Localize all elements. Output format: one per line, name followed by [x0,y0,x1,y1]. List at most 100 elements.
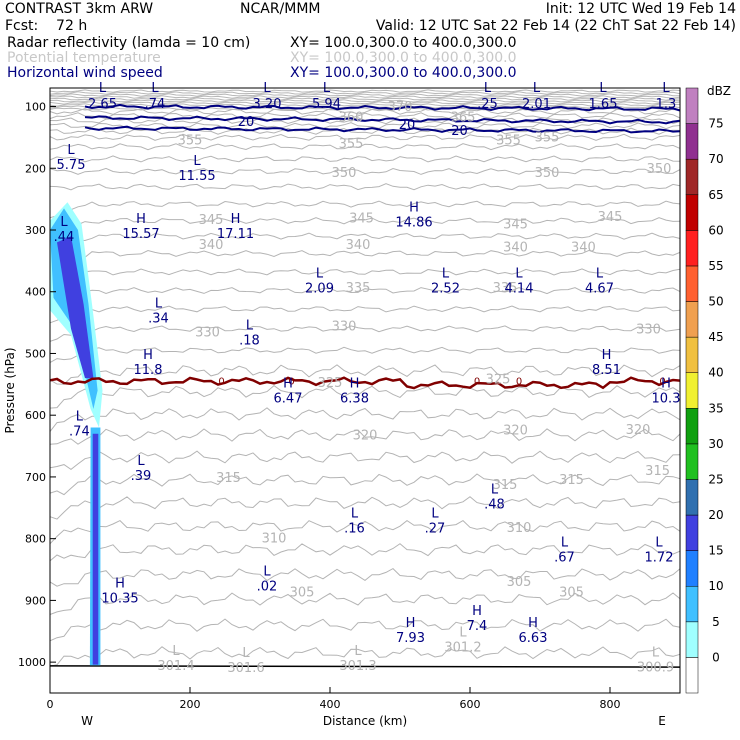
wind-contour-label: 20 [399,118,416,133]
extremum-marker: H [409,200,419,215]
colorbar-level-label: 75 [708,117,723,131]
theta-contour-line [49,567,681,587]
extremum-value: 1.3 [656,97,677,112]
extremum-value: 1.65 [589,97,618,112]
extremum-value: .74 [69,425,90,440]
wind-contour-line [84,115,681,125]
colorbar-level-label: 60 [708,223,723,237]
header-forecast: Fcst: 72 h [5,18,88,34]
extremum-value: 7.93 [396,631,425,646]
surface-line [49,665,681,668]
extremum-marker: H [231,212,241,227]
colorbar-level-label: 40 [708,366,723,380]
theta-contour-line [49,91,681,95]
extremum-value: 1.72 [645,551,674,566]
y-tick-label: 800 [25,533,46,546]
theta-contour-line [49,143,681,151]
extremum-marker: L [263,565,271,580]
extremum-value: 11.55 [178,169,215,184]
extremum-value: 17.11 [217,227,254,242]
theta-contour-line [49,101,681,105]
y-tick-label: 600 [25,409,46,422]
colorbar-swatch [685,230,699,267]
theta-contour-label: 355 [496,133,521,148]
extremum-marker: L [652,645,660,660]
extremum-value: 6.63 [519,631,548,646]
zero-contour-label: 0 [288,376,294,387]
theta-contour-label: 350 [647,162,672,177]
theta-contour-label: 335 [493,281,518,296]
colorbar-level-label: 20 [708,508,723,522]
wind-contour-label: 20 [451,124,468,139]
extremum-value: 7.4 [467,619,488,634]
extremum-value: .44 [54,230,75,245]
theta-contour-line [49,183,681,191]
colorbar-level-label: 65 [708,188,723,202]
extremum-value: 5.75 [57,158,86,173]
colorbar-level-label: 70 [708,152,723,166]
y-tick-label: 1000 [18,656,46,669]
wind-contour-label: 20 [238,115,255,130]
theta-contours [49,89,681,668]
theta-contour-line [49,287,681,307]
theta-contour-label: 350 [332,166,357,181]
extremum-value: 301.4 [157,659,194,674]
extremum-marker: H [602,348,612,363]
reflectivity-column-20dbz [92,433,99,665]
theta-contour-line [49,112,681,120]
theta-contour-label: 350 [535,166,560,181]
extremum-marker: L [596,266,604,281]
theta-contour-line [49,618,681,642]
extremum-marker: L [155,297,163,312]
theta-contour-label: 315 [559,473,584,488]
plot-frame [49,87,681,694]
theta-contour-label: 345 [598,210,623,225]
extremum-marker: L [655,536,663,551]
colorbar-swatch [685,336,699,373]
theta-contour-label: 320 [626,423,651,438]
theta-contour-label: 315 [645,464,670,479]
theta-contour-line [49,268,681,285]
colorbar-level-label: 5 [712,615,720,629]
theta-contour-label: 305 [290,585,315,600]
extremum-marker: H [115,576,125,591]
theta-contour-line [49,519,681,545]
extremum-marker: L [442,266,450,281]
theta-contour-line [49,217,681,236]
extremum-marker: L [515,266,523,281]
zero-contour-label: 0 [516,376,522,387]
extremum-marker: H [136,212,146,227]
extremum-value: .16 [344,522,365,537]
field-theta-name: Potential temperature [7,50,161,66]
theta-contour-label: 310 [507,521,532,536]
colorbar-unit-label: dBZ [707,84,731,98]
zero-contour-label: 0 [218,376,224,387]
extremum-value: 3.20 [253,97,282,112]
theta-contour-line [49,428,681,445]
theta-contour-label: 365 [451,111,476,126]
theta-contour-line [49,473,681,496]
extremum-value: 10.3 [652,391,681,406]
extremum-value: 8.51 [592,363,621,378]
y-axis-label: Pressure (hPa) [3,347,17,433]
extremum-value: .34 [148,312,169,327]
theta-contour-label: 345 [503,217,528,232]
extremum-value: .02 [257,580,278,595]
y-tick-label: 700 [25,471,46,484]
theta-contour-label: 325 [486,372,511,387]
colorbar-swatch [685,550,699,587]
theta-contour-line [49,95,681,99]
extremum-marker: H [661,376,671,391]
theta-contour-line [49,122,681,130]
extremum-value: .39 [131,469,152,484]
y-tick-label: 100 [25,101,46,114]
theta-contour-line [49,646,681,667]
theta-contour-label: 325 [318,376,343,391]
extremum-value: 301.3 [339,659,376,674]
header-init: Init: 12 UTC Wed 19 Feb 14 [545,1,736,17]
extremum-value: .74 [145,97,166,112]
zero-contour: 0 0 0 0 0 [49,376,681,390]
extremum-value: 2.52 [431,281,460,296]
